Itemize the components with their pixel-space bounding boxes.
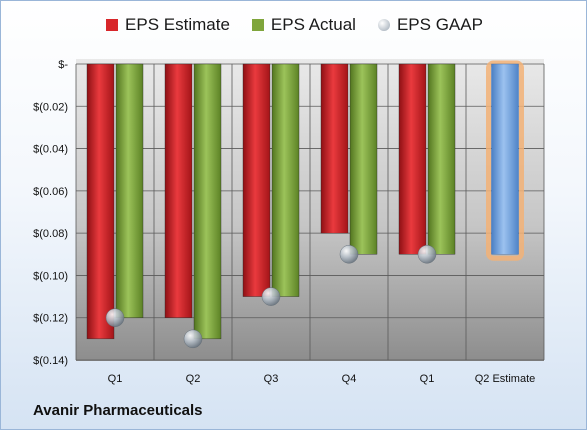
gridlines — [75, 63, 545, 361]
company-name: Avanir Pharmaceuticals — [33, 402, 203, 419]
legend-label-eps-gaap: EPS GAAP — [396, 15, 483, 34]
y-tick-label: $(0.10) — [33, 270, 68, 282]
bars — [86, 60, 524, 340]
bar-eps-actual — [271, 63, 300, 297]
y-tick-label: $(0.02) — [33, 101, 68, 113]
legend-item-eps-actual: EPS Actual — [251, 15, 356, 35]
bar-eps-estimate — [242, 63, 271, 297]
legend: EPS Estimate EPS Actual EPS GAAP — [1, 15, 586, 35]
x-tick-label: Q3 — [264, 373, 279, 385]
bar-eps-actual — [349, 63, 378, 255]
y-tick-label: $(0.06) — [33, 186, 68, 198]
x-axis-ticks: Q1 Q2 Q3 Q4 Q1 Q2 Estimate — [108, 373, 536, 385]
bar-q2-estimate — [491, 63, 519, 255]
legend-label-eps-estimate: EPS Estimate — [125, 15, 230, 34]
bar-eps-actual — [115, 63, 144, 318]
y-tick-label: $(0.12) — [33, 313, 68, 325]
point-eps-gaap — [183, 329, 203, 349]
gaap-points — [105, 245, 437, 349]
legend-swatch-eps-estimate — [106, 19, 119, 31]
point-eps-gaap — [417, 245, 437, 264]
bar-eps-actual — [427, 63, 456, 255]
y-axis-ticks: $- $(0.02) $(0.04) $(0.06) $(0.08) $(0.10) $(0… — [33, 59, 68, 367]
y-tick-label: $(0.08) — [33, 228, 68, 240]
legend-swatch-eps-gaap — [377, 19, 390, 31]
x-tick-label: Q1 — [108, 373, 123, 385]
point-eps-gaap — [261, 287, 281, 306]
x-tick-label: Q1 — [420, 373, 435, 385]
x-tick-label: Q2 Estimate — [475, 373, 536, 385]
x-tick-label: Q2 — [186, 373, 201, 385]
y-tick-label: $- — [58, 59, 68, 71]
bar-eps-actual — [193, 63, 222, 340]
bar-eps-estimate — [86, 63, 115, 340]
legend-swatch-eps-actual — [251, 19, 264, 31]
point-eps-gaap — [339, 245, 359, 264]
y-tick-label: $(0.14) — [33, 355, 68, 367]
legend-label-eps-actual: EPS Actual — [270, 15, 356, 34]
point-eps-gaap — [105, 308, 125, 327]
legend-item-eps-estimate: EPS Estimate — [106, 15, 230, 35]
bar-eps-estimate — [398, 63, 427, 255]
y-tick-label: $(0.04) — [33, 144, 68, 156]
legend-item-eps-gaap: EPS GAAP — [377, 15, 483, 35]
x-tick-label: Q4 — [342, 373, 357, 385]
highlight-glow — [486, 60, 524, 261]
bar-eps-estimate — [320, 63, 349, 234]
bar-eps-estimate — [164, 63, 193, 318]
